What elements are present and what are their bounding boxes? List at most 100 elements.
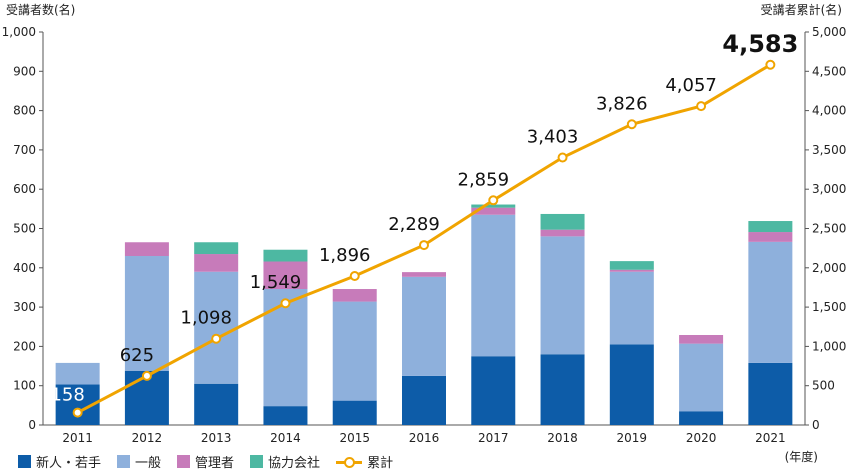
cumulative-data-label: 3,826 <box>596 93 648 114</box>
x-tick-label: 2016 <box>409 431 440 445</box>
right-tick-label: 5,000 <box>812 25 846 39</box>
bar-segment-3 <box>124 242 169 257</box>
cumulative-data-label: 625 <box>120 345 154 366</box>
bar-segment-4 <box>263 249 308 262</box>
bar-segment-1 <box>679 411 724 425</box>
bar-segment-1 <box>748 362 793 425</box>
x-tick-label: 2018 <box>547 431 578 445</box>
left-tick-label: 400 <box>13 261 36 275</box>
x-tick-label: 2015 <box>339 431 370 445</box>
right-tick-label: 3,000 <box>812 182 846 196</box>
left-tick-label: 500 <box>13 222 36 236</box>
bar-segment-2 <box>471 214 516 357</box>
left-tick-label: 100 <box>13 379 36 393</box>
bar-segment-3 <box>402 272 446 277</box>
legend-label-general: 一般 <box>135 456 162 471</box>
left-tick-label: 900 <box>13 64 36 78</box>
x-tick-label: 2012 <box>132 431 163 445</box>
left-tick-label: 800 <box>13 104 36 118</box>
bar-segment-2 <box>609 271 654 345</box>
cumulative-point <box>419 240 429 251</box>
bar-segment-3 <box>194 254 239 272</box>
cumulative-point <box>626 119 637 130</box>
left-tick-label: 200 <box>13 339 36 353</box>
bar-segment-2 <box>124 256 169 371</box>
cumulative-point <box>280 298 291 309</box>
cumulative-point <box>141 370 152 381</box>
left-tick-label: 0 <box>28 418 36 432</box>
left-tick-label: 1,000 <box>2 25 36 39</box>
x-tick-label: 2017 <box>478 431 509 445</box>
right-tick-label: 500 <box>812 379 835 393</box>
legend-label-cumulative: 累計 <box>367 456 394 471</box>
bar-segment-3 <box>748 232 793 242</box>
legend-swatch-general <box>117 455 131 468</box>
cumulative-point <box>488 195 499 206</box>
cumulative-data-label: 158 <box>50 385 84 406</box>
legend-item-manager: 管理者 <box>177 452 234 471</box>
bar-segment-3 <box>471 207 516 215</box>
bar-segment-2 <box>332 301 377 401</box>
cumulative-data-label: 4,057 <box>665 75 717 96</box>
bar-segment-3 <box>540 229 585 237</box>
bar-segment-4 <box>748 221 793 233</box>
cumulative-data-label: 4,583 <box>722 30 798 58</box>
legend-item-general: 一般 <box>117 452 161 471</box>
right-tick-label: 2,500 <box>812 222 846 236</box>
bar-segment-3 <box>609 269 654 272</box>
bar-segment-4 <box>471 204 516 208</box>
right-tick-label: 1,500 <box>812 300 846 314</box>
cumulative-data-label: 1,549 <box>250 272 302 293</box>
legend-swatch-partner <box>250 455 264 468</box>
cumulative-point <box>557 152 568 163</box>
right-tick-label: 3,500 <box>812 143 846 157</box>
legend: 新人・若手 一般 管理者 協力会社 累計 <box>18 452 393 471</box>
cumulative-point <box>765 59 776 70</box>
right-tick-label: 4,000 <box>812 104 846 118</box>
legend-label-manager: 管理者 <box>195 456 235 471</box>
cumulative-data-label: 2,859 <box>458 169 510 190</box>
bar-segment-2 <box>748 241 793 363</box>
cumulative-point <box>349 270 360 281</box>
left-tick-label: 600 <box>13 182 36 196</box>
bar-segment-4 <box>540 213 585 230</box>
legend-label-partner: 協力会社 <box>268 456 321 471</box>
right-tick-label: 4,500 <box>812 64 846 78</box>
bar-segment-2 <box>263 289 308 407</box>
right-tick-label: 1,000 <box>812 339 846 353</box>
cumulative-point <box>211 333 222 344</box>
x-tick-label: 2013 <box>201 431 232 445</box>
x-axis-unit: (年度) <box>784 450 818 464</box>
right-axis-title: 受講者累計(名) <box>760 3 842 17</box>
x-tick-label: 2014 <box>270 431 301 445</box>
legend-swatch-cumulative <box>336 455 363 468</box>
bar-segment-1 <box>263 406 308 425</box>
bar-segment-1 <box>540 354 585 425</box>
bar-segment-2 <box>402 276 446 376</box>
legend-label-newcomer: 新人・若手 <box>36 456 102 471</box>
left-tick-label: 300 <box>13 300 36 314</box>
bar-segment-2 <box>679 343 724 412</box>
bar-segment-1 <box>194 383 239 425</box>
left-tick-label: 700 <box>13 143 36 157</box>
bar-segment-3 <box>679 335 724 344</box>
x-tick-label: 2011 <box>62 431 93 445</box>
bar-segment-1 <box>609 344 654 425</box>
legend-item-partner: 協力会社 <box>250 452 320 471</box>
bar-segment-1 <box>471 356 516 425</box>
bar-segment-4 <box>609 261 654 270</box>
cumulative-data-label: 1,896 <box>319 245 371 266</box>
bar-segment-2 <box>55 362 100 385</box>
bar-segment-1 <box>402 375 446 425</box>
cumulative-point <box>696 101 707 112</box>
bar-segment-4 <box>194 242 239 255</box>
bar-segment-3 <box>263 261 308 290</box>
bar-segment-1 <box>332 400 377 425</box>
left-axis-title: 受講者数(名) <box>6 3 76 17</box>
x-tick-label: 2021 <box>755 431 786 445</box>
legend-item-cumulative: 累計 <box>336 452 393 471</box>
legend-swatch-manager <box>177 455 191 468</box>
cumulative-data-label: 1,098 <box>180 308 232 329</box>
x-tick-label: 2020 <box>686 431 717 445</box>
